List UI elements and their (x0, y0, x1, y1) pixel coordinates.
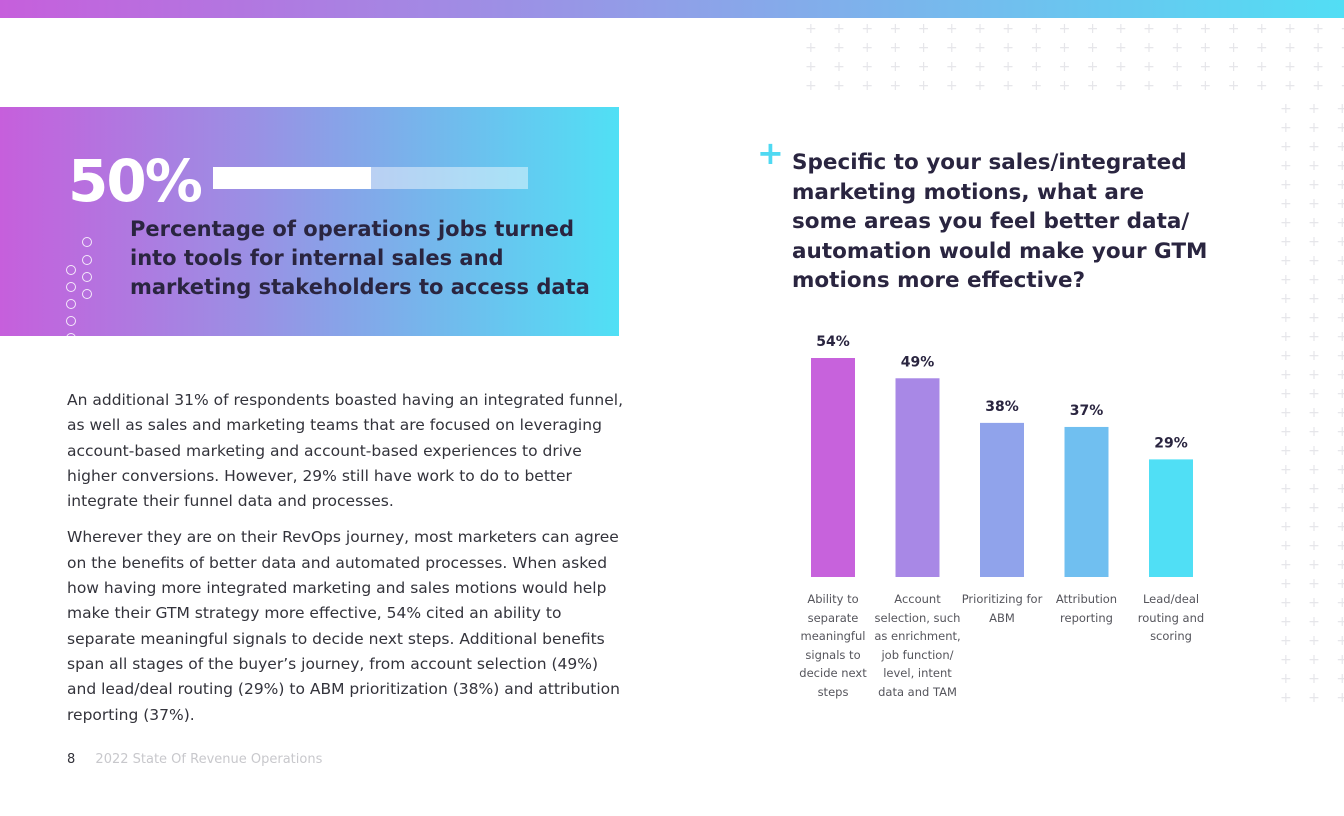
bar (1149, 459, 1193, 577)
category-label: Ability to separate meaningful signals t… (799, 592, 867, 699)
data-label: 29% (1154, 435, 1188, 451)
stat-description: Percentage of operations jobs turned int… (130, 217, 590, 299)
plus-pattern-decoration: + + + + + + + + + + + + + + + + + + + + … (805, 21, 1344, 94)
category-label: Lead/deal routing and scoring (1137, 592, 1205, 644)
category-label: Account selection, such as enrichment, j… (874, 592, 961, 699)
stat-progress-fill (213, 167, 371, 189)
data-label: 49% (901, 354, 935, 370)
chart-title: Specific to your sales/integrated market… (792, 150, 1208, 293)
bar (1064, 426, 1109, 577)
plus-pattern-decoration: + + + + + + + + + + + + + + + + + + + + … (1280, 101, 1344, 706)
plus-icon: + (757, 134, 784, 172)
data-label: 54% (816, 334, 850, 350)
body-text: An additional 31% of respondents boasted… (67, 388, 627, 739)
bar (980, 422, 1024, 577)
top-gradient-bar (0, 0, 1344, 18)
paragraph: An additional 31% of respondents boasted… (67, 391, 624, 511)
category-label: Prioritizing for ABM (961, 592, 1043, 625)
page-footer: 8 2022 State Of Revenue Operations (67, 752, 322, 767)
stat-hero-panel: 50% Percentage of operations jobs turned… (0, 107, 619, 343)
bar (895, 378, 940, 577)
data-label: 38% (985, 399, 1019, 415)
page-number: 8 (67, 752, 76, 767)
report-title: 2022 State Of Revenue Operations (95, 752, 323, 767)
category-label: Attribution reporting (1055, 592, 1118, 625)
stat-value: 50% (68, 147, 203, 215)
bar-chart: 54% 49% 38% 37% 29% (811, 334, 1193, 577)
data-label: 37% (1070, 403, 1104, 419)
stat-progress-bar (213, 167, 528, 189)
paragraph: Wherever they are on their RevOps journe… (67, 528, 620, 724)
bar (811, 358, 855, 577)
